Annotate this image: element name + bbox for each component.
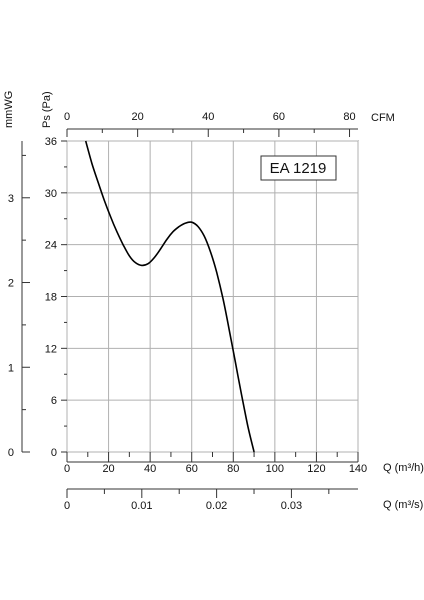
y-main-tick-label: 24 <box>45 240 57 252</box>
x-top-tick-label: 80 <box>343 111 355 123</box>
x-bottom-tick-label: 0.03 <box>281 500 302 512</box>
y-outer-tick-label: 2 <box>8 278 14 290</box>
x-main-tick-label: 120 <box>307 463 325 475</box>
y-main-tick-label: 6 <box>51 395 57 407</box>
x-top-tick-label: 60 <box>273 111 285 123</box>
x-top-tick-label: 40 <box>202 111 214 123</box>
y-axis-unit: Ps (Pa) <box>41 91 53 128</box>
x-top-tick-label: 0 <box>64 111 70 123</box>
axis-ticks <box>21 128 359 498</box>
y-main-tick-label: 12 <box>45 343 57 355</box>
x-main-tick-label: 0 <box>64 463 70 475</box>
y-outer-tick-label: 0 <box>8 447 14 459</box>
x-bottom-tick-label: 0 <box>64 500 70 512</box>
x-main-tick-label: 100 <box>266 463 284 475</box>
x-main-tick-label: 40 <box>144 463 156 475</box>
x-bottom-tick-label: 0.01 <box>131 500 152 512</box>
y-main-tick-label: 36 <box>45 136 57 148</box>
pressure-curve <box>84 140 255 453</box>
main-x-axis-unit: Q (m³/h) <box>383 462 424 474</box>
y-outer-tick-label: 3 <box>8 193 14 205</box>
y-main-tick-label: 18 <box>45 292 57 304</box>
x-main-tick-label: 20 <box>102 463 114 475</box>
y-main-tick-label: 0 <box>51 447 57 459</box>
x-main-tick-label: 60 <box>186 463 198 475</box>
x-bottom-tick-label: 0.02 <box>206 500 227 512</box>
model-label-box <box>260 155 337 181</box>
x-main-tick-label: 80 <box>227 463 239 475</box>
outer-y-axis-unit: mmWG <box>3 91 15 128</box>
y-outer-tick-label: 1 <box>8 362 14 374</box>
grid-lines <box>66 140 359 453</box>
y-main-tick-label: 30 <box>45 188 57 200</box>
x-top-tick-label: 20 <box>132 111 144 123</box>
bottom-x-axis-unit: Q (m³/s) <box>383 499 423 511</box>
model-label: EA 1219 <box>270 160 327 177</box>
x-main-tick-label: 140 <box>349 463 367 475</box>
top-axis-unit: CFM <box>371 112 395 124</box>
